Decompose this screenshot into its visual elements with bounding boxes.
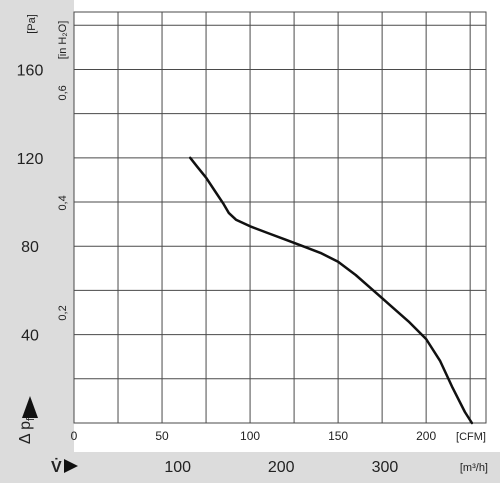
x-symbol-label: V̇: [51, 458, 62, 476]
y-tick-label-pa: 160: [17, 62, 44, 79]
y-unit-label-inh2o: [in H₂O]: [57, 21, 69, 60]
y-tick-label-inh2o: 0,2: [57, 305, 69, 320]
y-tick-label-pa: 120: [17, 151, 44, 168]
y-tick-label-pa: 80: [21, 239, 39, 256]
x-axis-arrow-icon: [64, 459, 78, 473]
x-tick-label-cfm: 200: [416, 429, 436, 443]
x-tick-label-cfm: 0: [71, 429, 78, 443]
fan-curve-line: [188, 156, 474, 425]
bottom-axis-panel: [0, 452, 500, 483]
x-unit-label-m3h: [m³/h]: [460, 462, 488, 474]
x-tick-label-m3h: 200: [268, 459, 295, 476]
y-tick-label-inh2o: 0,4: [57, 195, 69, 210]
plot-area: [73, 11, 487, 424]
y-tick-label-pa: 40: [21, 328, 39, 345]
y-axis-arrow-icon: [22, 396, 38, 418]
x-tick-label-m3h: 300: [372, 459, 399, 476]
x-tick-label-cfm: 150: [328, 429, 348, 443]
x-tick-label-cfm: 50: [155, 429, 169, 443]
x-unit-label-cfm: [CFM]: [456, 431, 486, 443]
grid-lines: [74, 12, 486, 423]
x-tick-label-m3h: 100: [164, 459, 191, 476]
x-tick-label-cfm: 100: [240, 429, 260, 443]
y-tick-label-inh2o: 0,6: [57, 85, 69, 100]
y-unit-label-pa: [Pa]: [26, 14, 38, 34]
left-axis-panel: [0, 0, 74, 483]
